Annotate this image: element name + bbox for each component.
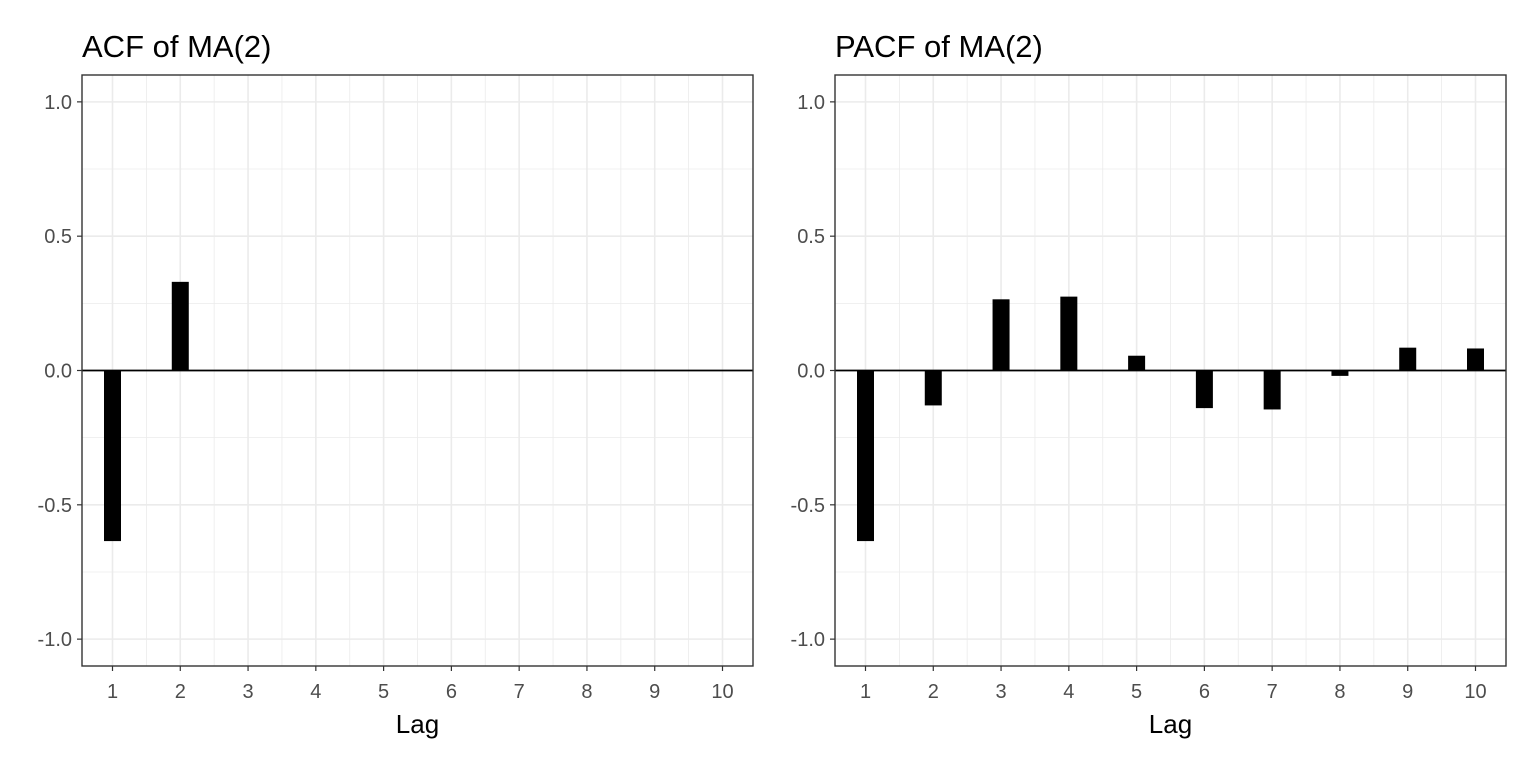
acf-panel: -1.0 -0.5 0.0 0.5 1.0 1 2 3 4 5 6 7 8 9 10 Lag ACF of MA… [38, 29, 753, 739]
pacf-bar-lag-10 [1467, 348, 1484, 370]
pacf-x-tick-label: 4 [1063, 681, 1074, 703]
acf-y-tick-label: -1.0 [38, 629, 72, 651]
pacf-bar-lag-5 [1128, 356, 1145, 371]
pacf-x-tick-label: 9 [1402, 681, 1413, 703]
acf-bar-lag-1 [104, 371, 121, 542]
pacf-y-tick-label: 1.0 [797, 92, 825, 114]
pacf-y-tick-label: 0.5 [797, 226, 825, 248]
pacf-x-tick-label: 5 [1131, 681, 1142, 703]
pacf-bar-lag-4 [1060, 297, 1077, 371]
acf-x-tick-label: 8 [581, 681, 592, 703]
pacf-bar-lag-9 [1399, 348, 1416, 371]
acf-x-tick-label: 4 [310, 681, 321, 703]
pacf-x-tick-label: 6 [1199, 681, 1210, 703]
acf-bar-lag-2 [172, 282, 189, 371]
pacf-bar-lag-7 [1264, 371, 1281, 410]
acf-x-tick-label: 6 [446, 681, 457, 703]
pacf-x-tick-label: 3 [995, 681, 1006, 703]
acf-x-tick-label: 3 [242, 681, 253, 703]
pacf-bar-lag-2 [925, 371, 942, 406]
pacf-chart-title: PACF of MA(2) [835, 29, 1043, 64]
acf-x-tick-label: 5 [378, 681, 389, 703]
acf-x-axis-title: Lag [396, 709, 439, 739]
acf-x-tick-label: 1 [107, 681, 118, 703]
pacf-y-tick-label: -0.5 [791, 495, 825, 517]
acf-x-tick-label: 9 [649, 681, 660, 703]
pacf-x-tick-label: 7 [1267, 681, 1278, 703]
acf-y-tick-label: 0.0 [44, 361, 72, 383]
acf-y-tick-label: 0.5 [44, 226, 72, 248]
pacf-x-axis-title: Lag [1149, 709, 1192, 739]
acf-x-tick-label: 2 [175, 681, 186, 703]
pacf-y-tick-label: 0.0 [797, 361, 825, 383]
pacf-y-tick-label: -1.0 [791, 629, 825, 651]
pacf-panel: -1.0 -0.5 0.0 0.5 1.0 1 2 3 4 5 6 7 8 9 10 Lag PACF of M… [791, 29, 1506, 739]
acf-x-tick-label: 10 [711, 681, 733, 703]
pacf-x-tick-label: 8 [1334, 681, 1345, 703]
pacf-x-tick-label: 2 [928, 681, 939, 703]
pacf-bar-lag-6 [1196, 371, 1213, 409]
pacf-bar-lag-1 [857, 371, 874, 542]
pacf-x-tick-label: 1 [860, 681, 871, 703]
acf-y-tick-label: 1.0 [44, 92, 72, 114]
acf-x-tick-label: 7 [514, 681, 525, 703]
acf-y-tick-label: -0.5 [38, 495, 72, 517]
acf-chart-title: ACF of MA(2) [82, 29, 271, 64]
pacf-x-tick-label: 10 [1464, 681, 1486, 703]
pacf-bar-lag-3 [993, 299, 1010, 370]
